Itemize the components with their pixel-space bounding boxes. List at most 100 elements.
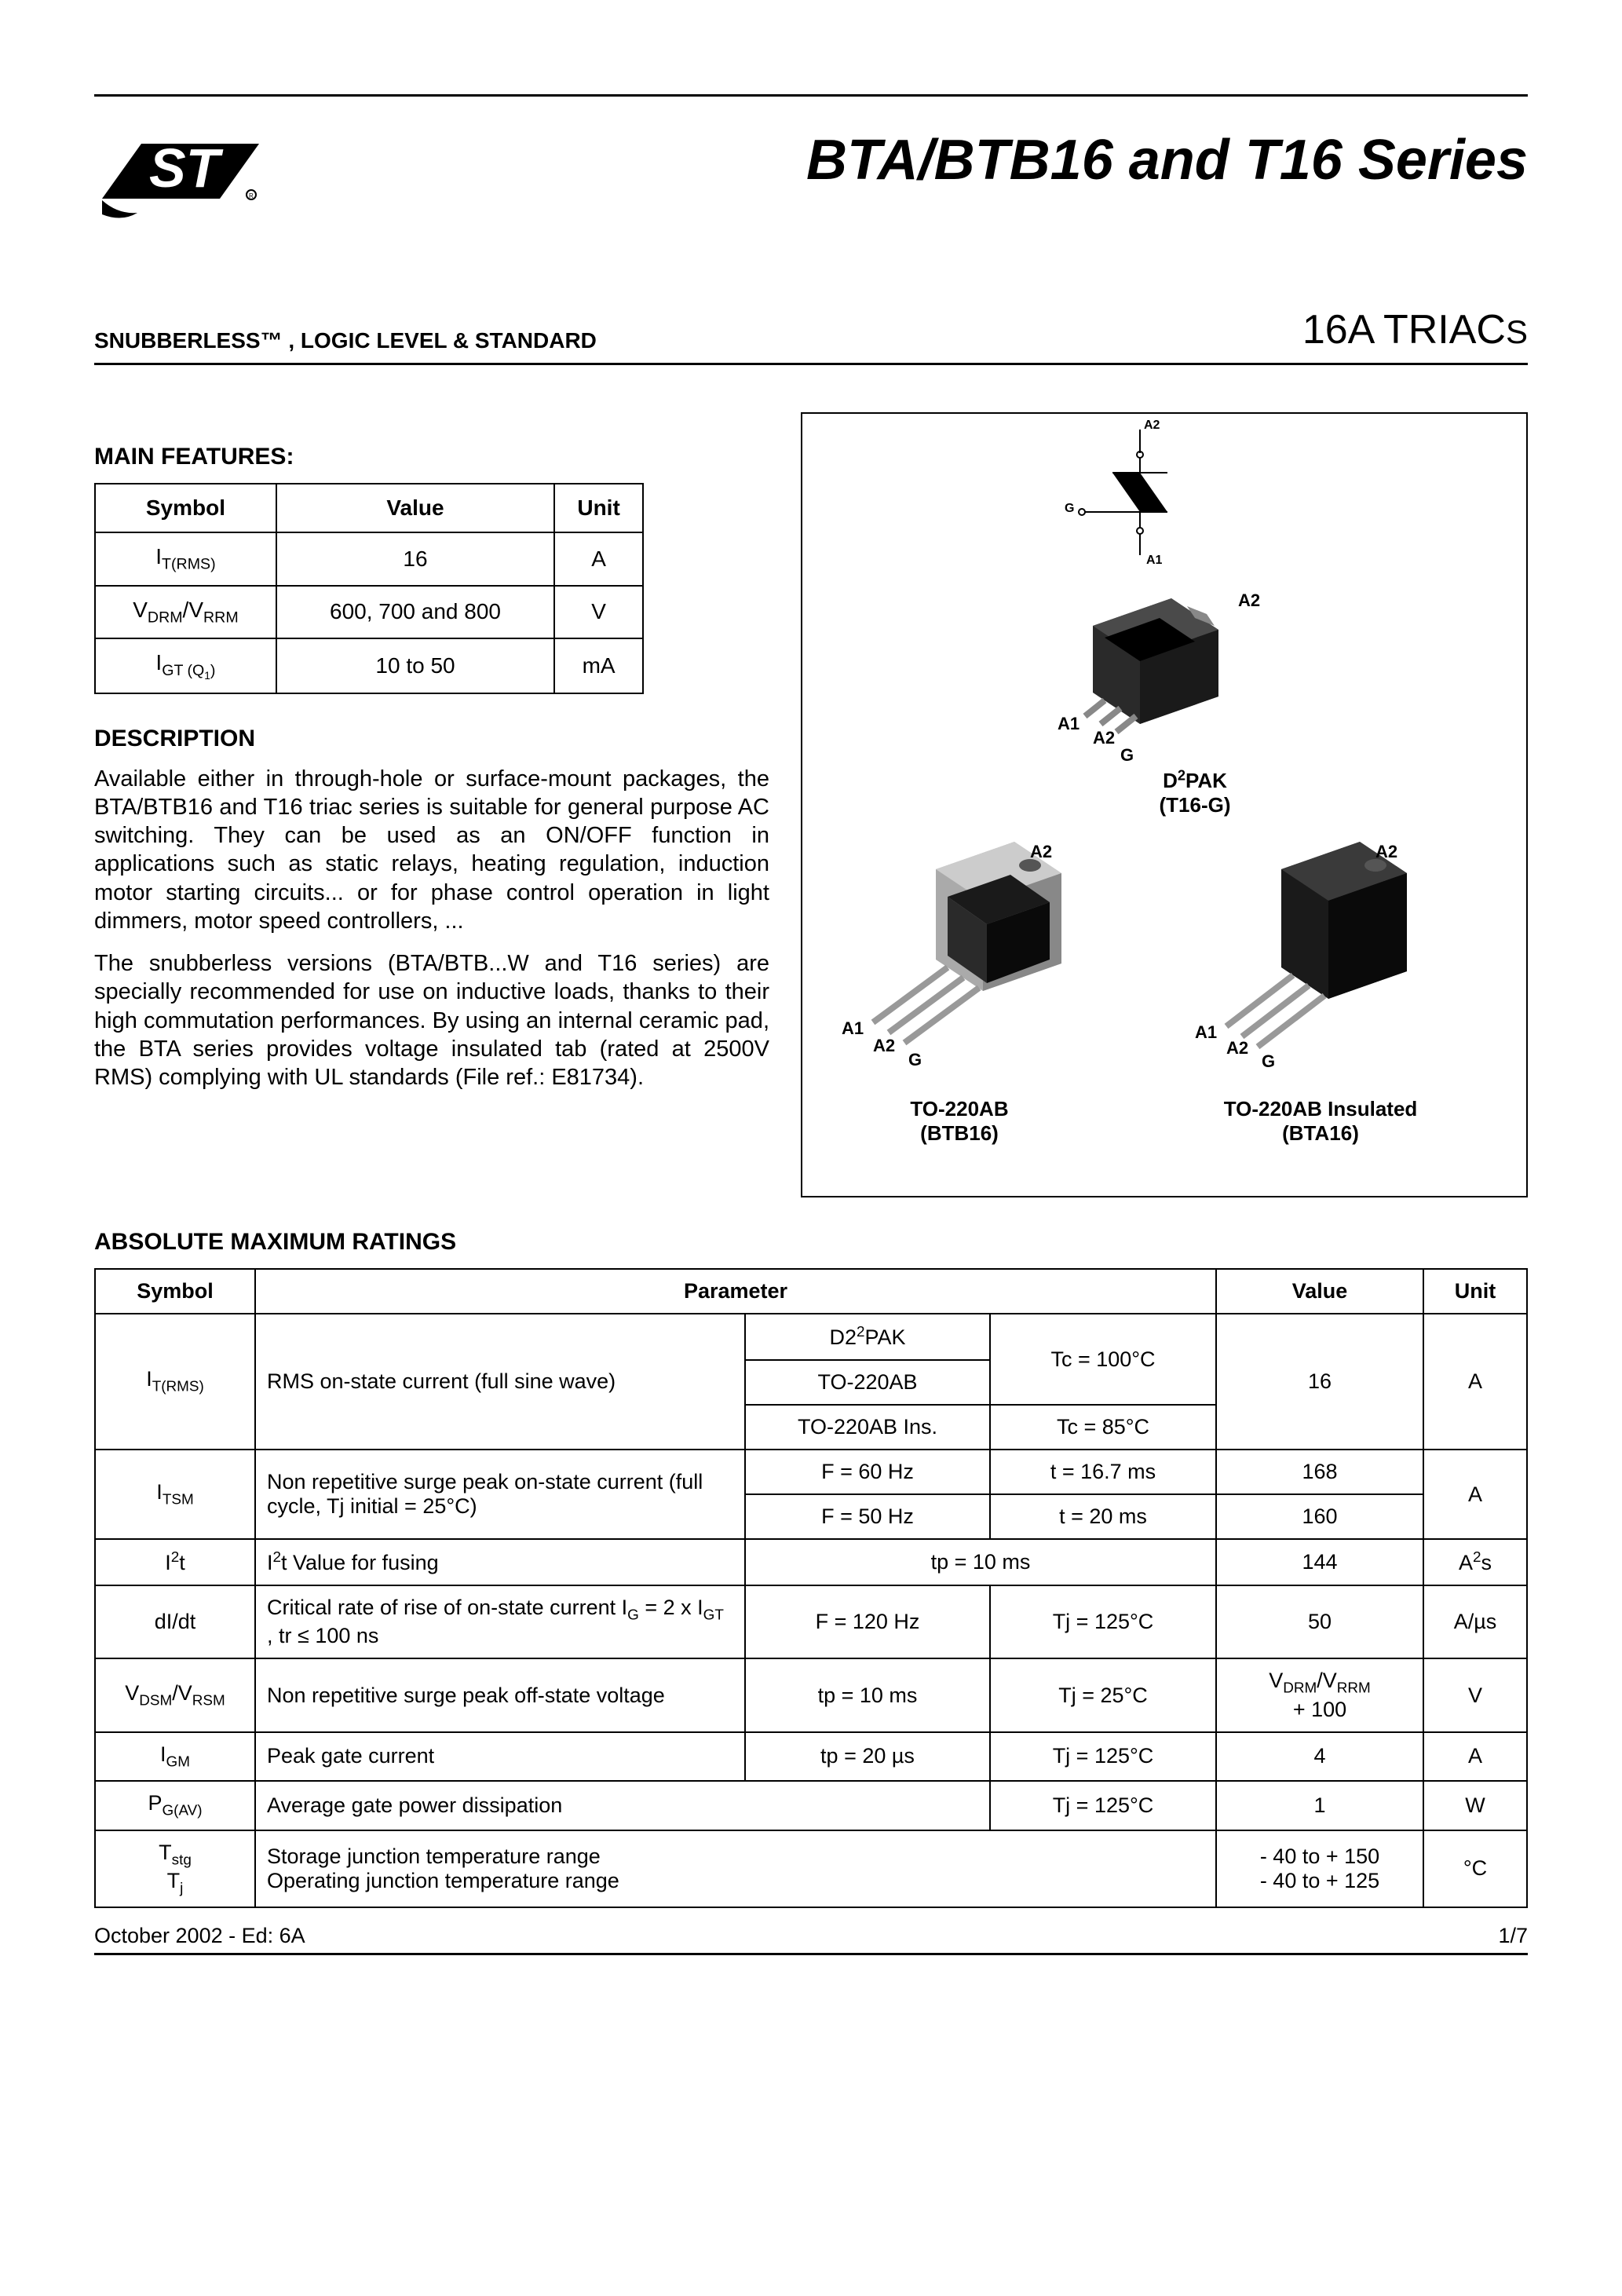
r-i2t-param: I2t Value for fusing	[255, 1539, 745, 1585]
r-itrms-c2a: Tc = 100°C	[990, 1314, 1216, 1405]
r-vdsm-val: VDRM/VRRM+ 100	[1216, 1658, 1423, 1731]
ratings-col-unit: Unit	[1423, 1269, 1527, 1314]
r-tstg-val: - 40 to + 150- 40 to + 125	[1216, 1830, 1423, 1908]
triac-symbol-icon	[1038, 422, 1242, 579]
page-title: BTA/BTB16 and T16 Series	[267, 128, 1528, 192]
subtitle-right: 16A TRIACS	[1302, 306, 1528, 353]
to220-pin-a2: A2	[873, 1036, 895, 1056]
to220ins-pin-a1: A1	[1195, 1022, 1217, 1043]
footer-date: October 2002 - Ed: 6A	[94, 1924, 305, 1948]
header: ST R BTA/BTB16 and T16 Series	[94, 128, 1528, 236]
r-i2t-unit: A2s	[1423, 1539, 1527, 1585]
feat-unit-0: A	[554, 532, 643, 586]
subtitle-left: SNUBBERLESS™ , LOGIC LEVEL & STANDARD	[94, 328, 597, 353]
bottom-rule	[94, 1953, 1528, 1955]
r-pgav-c2: Tj = 125°C	[990, 1781, 1216, 1830]
r-itsm-c1a: F = 60 Hz	[745, 1450, 990, 1494]
to220ins-pin-a2: A2	[1226, 1038, 1248, 1058]
feat-sym-0: IT(RMS)	[95, 532, 276, 586]
to220-pin-a1: A1	[842, 1018, 864, 1039]
footer-page: 1/7	[1498, 1924, 1528, 1948]
r-itrms-c1b: TO-220AB	[745, 1360, 990, 1405]
ratings-col-symbol: Symbol	[95, 1269, 255, 1314]
features-table: Symbol Value Unit IT(RMS) 16 A VDRM/VRRM…	[94, 483, 644, 694]
triac-pin-a1: A1	[1146, 554, 1162, 568]
r-tstg-sym: TstgTj	[95, 1830, 255, 1908]
ratings-col-value: Value	[1216, 1269, 1423, 1314]
description-heading: DESCRIPTION	[94, 726, 769, 752]
st-logo-icon: ST R	[94, 128, 267, 236]
r-itsm-c2b: t = 20 ms	[990, 1494, 1216, 1539]
r-didt-unit: A/µs	[1423, 1585, 1527, 1658]
d2pak-pin-a1: A1	[1058, 714, 1080, 734]
feat-unit-1: V	[554, 586, 643, 639]
r-igm-c2: Tj = 125°C	[990, 1732, 1216, 1781]
r-i2t-cond: tp = 10 ms	[745, 1539, 1216, 1585]
r-tstg-param: Storage junction temperature rangeOperat…	[255, 1830, 1216, 1908]
r-vdsm-param: Non repetitive surge peak off-state volt…	[255, 1658, 745, 1731]
r-vdsm-unit: V	[1423, 1658, 1527, 1731]
r-i2t-sym: I2t	[95, 1539, 255, 1585]
r-vdsm-sym: VDSM/VRSM	[95, 1658, 255, 1731]
right-column: A2 A1 G A2 A1 A2 G D2PAK(T16-G)	[801, 412, 1528, 1197]
r-igm-sym: IGM	[95, 1732, 255, 1781]
description-p1: Available either in through-hole or surf…	[94, 765, 769, 936]
features-col-unit: Unit	[554, 484, 643, 532]
r-itrms-val: 16	[1216, 1314, 1423, 1450]
to220ins-label: TO-220AB Insulated(BTA16)	[1187, 1097, 1454, 1146]
r-itsm-vb: 160	[1216, 1494, 1423, 1539]
top-rule	[94, 94, 1528, 97]
d2pak-pin-g: G	[1120, 745, 1134, 766]
d2pak-pin-a2: A2	[1093, 728, 1115, 748]
r-itrms-c1c: TO-220AB Ins.	[745, 1405, 990, 1450]
feat-val-2: 10 to 50	[276, 638, 554, 693]
r-itsm-unit: A	[1423, 1450, 1527, 1539]
r-itrms-c1a: D22PAK	[745, 1314, 990, 1360]
svg-text:R: R	[249, 192, 254, 199]
to220ins-pin-a2tab: A2	[1375, 842, 1397, 862]
r-pgav-sym: PG(AV)	[95, 1781, 255, 1830]
features-heading: MAIN FEATURES:	[94, 444, 769, 470]
svg-text:ST: ST	[149, 137, 224, 199]
features-col-symbol: Symbol	[95, 484, 276, 532]
to220-label: TO-220AB(BTB16)	[857, 1097, 1061, 1146]
package-diagram: A2 A1 G A2 A1 A2 G D2PAK(T16-G)	[801, 412, 1528, 1197]
r-igm-c1: tp = 20 µs	[745, 1732, 990, 1781]
r-itsm-sym: ITSM	[95, 1450, 255, 1539]
triac-pin-g: G	[1065, 502, 1074, 516]
left-column: MAIN FEATURES: Symbol Value Unit IT(RMS)…	[94, 412, 769, 1197]
r-didt-c2: Tj = 125°C	[990, 1585, 1216, 1658]
r-itsm-va: 168	[1216, 1450, 1423, 1494]
r-vdsm-c1: tp = 10 ms	[745, 1658, 990, 1731]
feat-val-1: 600, 700 and 800	[276, 586, 554, 639]
feat-sym-2: IGT (Q1)	[95, 638, 276, 693]
feat-unit-2: mA	[554, 638, 643, 693]
r-pgav-param: Average gate power dissipation	[255, 1781, 990, 1830]
feat-val-0: 16	[276, 532, 554, 586]
r-itrms-c2c: Tc = 85°C	[990, 1405, 1216, 1450]
subtitle-row: SNUBBERLESS™ , LOGIC LEVEL & STANDARD 16…	[94, 306, 1528, 353]
r-itrms-unit: A	[1423, 1314, 1527, 1450]
description-p2: The snubberless versions (BTA/BTB...W an…	[94, 949, 769, 1091]
to220-pin-g: G	[908, 1050, 922, 1070]
r-didt-sym: dI/dt	[95, 1585, 255, 1658]
r-igm-unit: A	[1423, 1732, 1527, 1781]
r-igm-val: 4	[1216, 1732, 1423, 1781]
r-i2t-val: 144	[1216, 1539, 1423, 1585]
footer: October 2002 - Ed: 6A 1/7	[94, 1924, 1528, 1948]
r-itrms-sym: IT(RMS)	[95, 1314, 255, 1450]
r-itsm-c2a: t = 16.7 ms	[990, 1450, 1216, 1494]
r-vdsm-c2: Tj = 25°C	[990, 1658, 1216, 1731]
d2pak-pin-a2tab: A2	[1238, 590, 1260, 611]
r-didt-val: 50	[1216, 1585, 1423, 1658]
to220ins-pin-g: G	[1262, 1051, 1275, 1072]
r-didt-param: Critical rate of rise of on-state curren…	[255, 1585, 745, 1658]
ratings-heading: ABSOLUTE MAXIMUM RATINGS	[94, 1229, 1528, 1256]
sub-rule	[94, 363, 1528, 365]
feat-sym-1: VDRM/VRRM	[95, 586, 276, 639]
r-itsm-param: Non repetitive surge peak on-state curre…	[255, 1450, 745, 1539]
ratings-col-parameter: Parameter	[255, 1269, 1216, 1314]
r-tstg-unit: °C	[1423, 1830, 1527, 1908]
r-pgav-val: 1	[1216, 1781, 1423, 1830]
r-didt-c1: F = 120 Hz	[745, 1585, 990, 1658]
